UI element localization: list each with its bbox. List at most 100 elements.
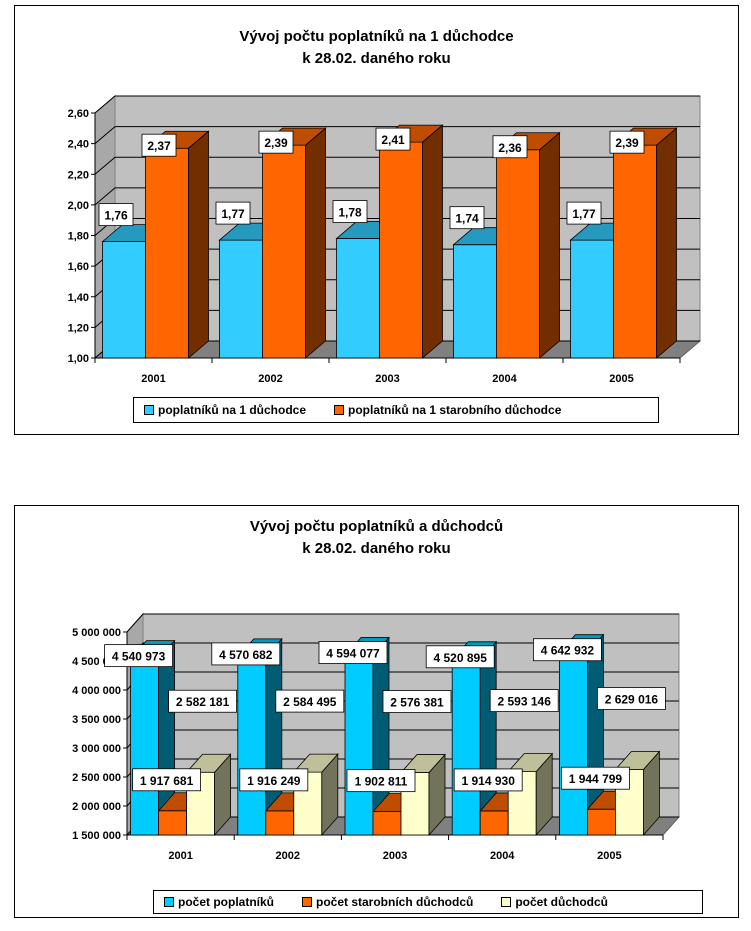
bar-front bbox=[613, 144, 657, 359]
legend-item: počet starobních důchodců bbox=[302, 895, 473, 909]
data-label-box bbox=[211, 642, 281, 666]
chart-plot: 1,00 1,20 1,40 1,60 1,80 2,00 2,20 2,40 2,60 2001… bbox=[68, 94, 702, 385]
data-label-box bbox=[346, 769, 416, 793]
bar-front bbox=[559, 652, 588, 836]
data-label-box bbox=[275, 689, 345, 713]
data-label-box bbox=[375, 127, 411, 151]
data-label: 1 914 930 bbox=[462, 774, 516, 788]
x-tick-label: 2003 bbox=[383, 850, 407, 862]
chart-title-line2: k 28.02. daného roku bbox=[302, 50, 451, 67]
data-label: 1,78 bbox=[338, 206, 362, 220]
data-label-box bbox=[168, 689, 238, 713]
bar-front bbox=[336, 238, 380, 359]
y-tick-label: 1 500 000 bbox=[72, 830, 121, 842]
y-tick-label: 1,80 bbox=[68, 231, 89, 243]
data-label-box bbox=[382, 690, 452, 713]
gridline bbox=[94, 126, 700, 145]
bar-side bbox=[539, 131, 560, 359]
data-label-box bbox=[215, 201, 251, 225]
data-label-box bbox=[492, 135, 528, 159]
x-tick-label: 2005 bbox=[609, 373, 633, 385]
bar-front bbox=[219, 239, 263, 359]
legend-item: počet důchodců bbox=[501, 895, 608, 909]
data-label-box bbox=[597, 687, 666, 710]
y-tick-label: 1,40 bbox=[68, 292, 89, 304]
data-label: 2,39 bbox=[264, 136, 288, 150]
data-label-box bbox=[132, 768, 201, 792]
bar-front bbox=[570, 239, 614, 359]
data-label: 4 594 077 bbox=[326, 647, 380, 661]
data-label: 2,37 bbox=[147, 139, 171, 153]
data-label: 4 642 932 bbox=[541, 644, 595, 658]
data-label-box bbox=[98, 203, 134, 227]
bar-front bbox=[237, 656, 267, 836]
y-tick-label: 2 000 000 bbox=[72, 801, 121, 813]
data-label: 1,74 bbox=[455, 212, 479, 226]
y-tick-label: 3 000 000 bbox=[72, 743, 121, 755]
bar-front bbox=[130, 658, 159, 836]
x-tick-label: 2004 bbox=[492, 373, 517, 385]
chart-legend: počet poplatníků počet starobních důchod… bbox=[153, 890, 703, 914]
data-label: 2,36 bbox=[498, 141, 522, 155]
legend-label: poplatníků na 1 starobního důchodce bbox=[348, 403, 562, 417]
x-tick-label: 2001 bbox=[141, 373, 165, 385]
y-tick-label: 1,60 bbox=[68, 261, 89, 273]
data-label: 1,77 bbox=[221, 207, 245, 221]
data-label: 1 916 249 bbox=[247, 774, 301, 788]
bar-front bbox=[158, 810, 188, 836]
y-tick-label: 1,00 bbox=[68, 353, 89, 365]
data-label-box bbox=[449, 206, 485, 230]
data-label: 2 582 181 bbox=[176, 695, 230, 709]
legend-swatch bbox=[501, 897, 512, 907]
y-tick-label: 2,40 bbox=[68, 139, 89, 151]
data-label-box bbox=[609, 130, 645, 154]
data-label: 2 593 146 bbox=[498, 695, 552, 709]
x-tick-label: 2003 bbox=[375, 373, 399, 385]
x-tick-label: 2002 bbox=[258, 373, 282, 385]
bar-front bbox=[344, 655, 374, 836]
y-tick-label: 3 500 000 bbox=[72, 714, 121, 726]
bar-front bbox=[453, 244, 497, 359]
bar-side bbox=[305, 127, 326, 359]
data-label-box bbox=[533, 638, 602, 662]
legend-item: poplatníků na 1 důchodce bbox=[144, 403, 306, 417]
bar-front bbox=[479, 810, 509, 836]
x-tick-label: 2001 bbox=[168, 850, 192, 862]
data-label-box bbox=[332, 200, 368, 223]
chart-payers-and-pensioners: Vývoj počtu poplatníků a důchodců k 28.0… bbox=[14, 505, 739, 918]
chart-title-line1: Vývoj počtu poplatníků na 1 důchodce bbox=[239, 28, 514, 45]
data-label-box bbox=[453, 768, 523, 792]
chart-title-line2: k 28.02. daného roku bbox=[302, 540, 451, 557]
y-tick-label: 5 000 000 bbox=[72, 627, 121, 639]
data-label: 4 540 973 bbox=[112, 650, 166, 664]
x-tick-label: 2005 bbox=[597, 850, 621, 862]
data-label-box bbox=[318, 641, 388, 664]
data-label-box bbox=[239, 768, 309, 792]
bar-side bbox=[422, 124, 443, 359]
data-label: 2 629 016 bbox=[605, 693, 659, 707]
bar-front bbox=[496, 149, 540, 359]
data-label-box bbox=[258, 130, 294, 154]
bar-front bbox=[451, 659, 481, 836]
bar-front bbox=[372, 811, 402, 836]
bar-front bbox=[587, 808, 616, 836]
chart-legend: poplatníků na 1 důchodce poplatníků na 1… bbox=[133, 397, 659, 423]
bar-top bbox=[400, 754, 446, 773]
bar-front bbox=[262, 144, 306, 359]
y-tick-label: 2,20 bbox=[68, 169, 89, 181]
data-label: 1 917 681 bbox=[140, 774, 194, 788]
data-label-box bbox=[425, 645, 495, 669]
bar-front bbox=[379, 141, 423, 359]
legend-swatch bbox=[164, 897, 174, 907]
bar-top bbox=[614, 751, 661, 770]
data-label: 1,77 bbox=[572, 207, 596, 221]
legend-item: počet poplatníků bbox=[164, 895, 274, 909]
data-label-box bbox=[561, 766, 630, 790]
data-label: 2,41 bbox=[381, 133, 405, 147]
gridline bbox=[94, 95, 700, 114]
y-tick-label: 2 500 000 bbox=[72, 772, 121, 784]
y-tick-label: 4 000 000 bbox=[72, 685, 121, 697]
data-label: 4 520 895 bbox=[434, 651, 488, 665]
data-label-box bbox=[141, 133, 177, 157]
chart-payers-per-pensioner: Vývoj počtu poplatníků na 1 důchodce k 2… bbox=[14, 5, 739, 435]
